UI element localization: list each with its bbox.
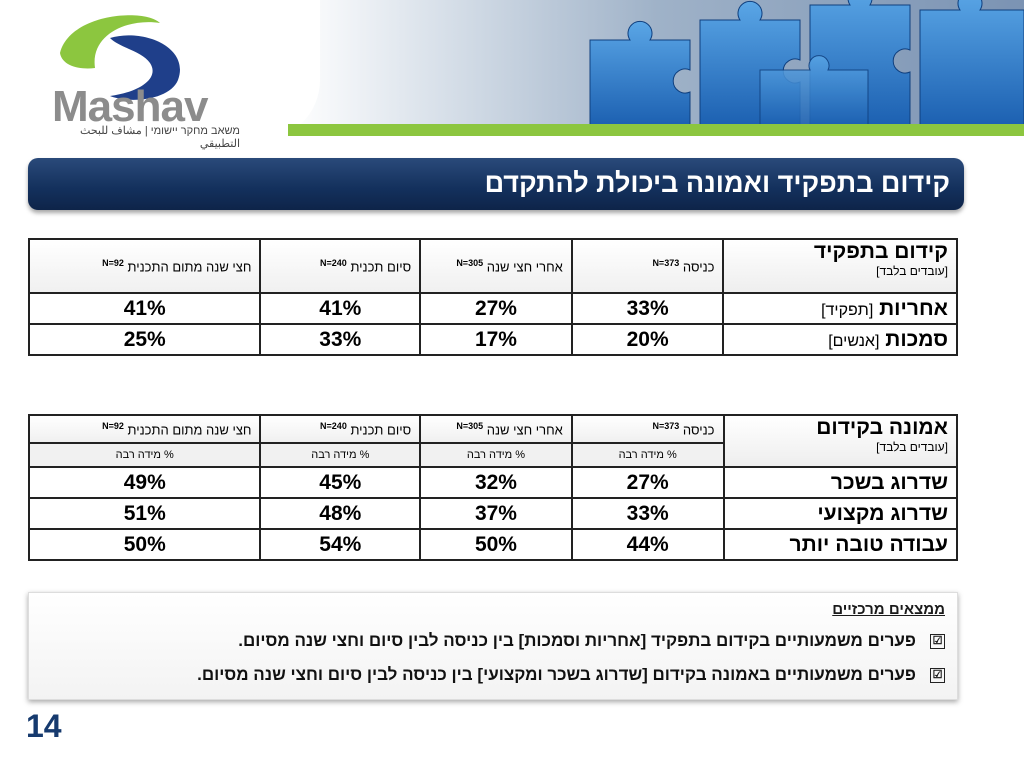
table-subheader-row: % מידה רבה % מידה רבה % מידה רבה % מידה … — [27, 442, 957, 468]
table-cell: 44% — [570, 528, 725, 561]
row-label: סמכות [אנשים] — [722, 323, 958, 356]
table-row: שדרוג מקצועי 33% 37% 48% 51% — [27, 497, 958, 530]
table-cell: 41% — [259, 292, 422, 325]
column-header: אחרי חצי שנה N=305 — [419, 414, 573, 444]
logo-wordmark: Mashav — [52, 82, 208, 131]
table-cell: 49% — [27, 466, 262, 499]
checkbox-icon: ☑ — [930, 634, 945, 650]
corner-subtitle: [עובדים בלבד] — [876, 264, 948, 278]
table-cell: 25% — [27, 323, 262, 356]
header-green-bar — [288, 124, 1024, 136]
checkbox-icon: ☑ — [930, 668, 945, 684]
corner-subtitle: [עובדים בלבד] — [876, 440, 948, 454]
column-header: כניסה N=373 — [570, 414, 725, 444]
table-cell: 37% — [419, 497, 573, 530]
finding-item: ☑פערים משמעותיים בקידום בתפקיד [אחריות ו… — [238, 631, 945, 651]
subheader-cell: % מידה רבה — [259, 442, 422, 468]
table-header-row: אמונה בקידום [עובדים בלבד] כניסה N=373 א… — [27, 414, 958, 468]
table-cell: 41% — [27, 292, 262, 325]
table-cell: 27% — [419, 292, 573, 325]
logo-subtitle: משאב מחקר יישומי | مشاف للبحث التطبيقي — [80, 125, 240, 150]
table-corner: קידום בתפקיד [עובדים בלבד] — [722, 238, 958, 294]
table-cell: 32% — [419, 466, 573, 499]
column-header: כניסה N=373 — [570, 238, 725, 294]
promotion-belief-table: אמונה בקידום [עובדים בלבד] כניסה N=373 א… — [27, 414, 958, 561]
promotion-table: קידום בתפקיד [עובדים בלבד] כניסה N=373 א… — [27, 238, 958, 356]
header-image-strip — [290, 0, 1024, 128]
column-header: אחרי חצי שנה N=305 — [419, 238, 573, 294]
corner-title: קידום בתפקיד — [813, 240, 948, 263]
page-number: 14 — [26, 708, 62, 744]
row-label: אחריות [תפקיד] — [722, 292, 958, 325]
row-label: עבודה טובה יותר — [722, 528, 958, 561]
column-header: חצי שנה מתום התכנית N=92 — [27, 414, 262, 444]
table-cell: 50% — [419, 528, 573, 561]
column-header: חצי שנה מתום התכנית N=92 — [27, 238, 262, 294]
table-cell: 51% — [27, 497, 262, 530]
table-row: עבודה טובה יותר 44% 50% 54% 50% — [27, 528, 958, 561]
table-cell: 50% — [27, 528, 262, 561]
subheader-cell: % מידה רבה — [419, 442, 573, 468]
table-cell: 20% — [570, 323, 725, 356]
subheader-cell: % מידה רבה — [570, 442, 725, 468]
table-corner: אמונה בקידום [עובדים בלבד] — [722, 414, 958, 468]
table-cell: 48% — [259, 497, 422, 530]
table-cell: 45% — [259, 466, 422, 499]
findings-title: ממצאים מרכזיים — [832, 601, 945, 618]
page-title: קידום בתפקיד ואמונה ביכולת להתקדם — [484, 168, 950, 198]
column-header: סיום תכנית N=240 — [259, 414, 422, 444]
corner-title: אמונה בקידום — [816, 416, 948, 439]
key-findings-box: ממצאים מרכזיים ☑פערים משמעותיים בקידום ב… — [28, 592, 958, 700]
column-header: סיום תכנית N=240 — [259, 238, 422, 294]
puzzle-pieces-image — [589, 0, 1024, 128]
table-cell: 27% — [570, 466, 725, 499]
subheader-cell: % מידה רבה — [27, 442, 262, 468]
finding-item: ☑פערים משמעותיים באמונה בקידום [שדרוג בש… — [197, 665, 945, 685]
row-label: שדרוג בשכר — [722, 466, 958, 499]
table-cell: 33% — [570, 497, 725, 530]
mashav-logo-icon — [60, 15, 180, 100]
table-row: שדרוג בשכר 27% 32% 45% 49% — [27, 466, 958, 499]
title-banner: קידום בתפקיד ואמונה ביכולת להתקדם — [28, 158, 964, 210]
table-row: סמכות [אנשים] 20% 17% 33% 25% — [27, 323, 958, 356]
table-row: אחריות [תפקיד] 33% 27% 41% 41% — [27, 292, 958, 325]
table-cell: 17% — [419, 323, 573, 356]
row-label: שדרוג מקצועי — [722, 497, 958, 530]
table-cell: 33% — [570, 292, 725, 325]
table-cell: 33% — [259, 323, 422, 356]
table-cell: 54% — [259, 528, 422, 561]
table-header-row: קידום בתפקיד [עובדים בלבד] כניסה N=373 א… — [27, 238, 958, 294]
